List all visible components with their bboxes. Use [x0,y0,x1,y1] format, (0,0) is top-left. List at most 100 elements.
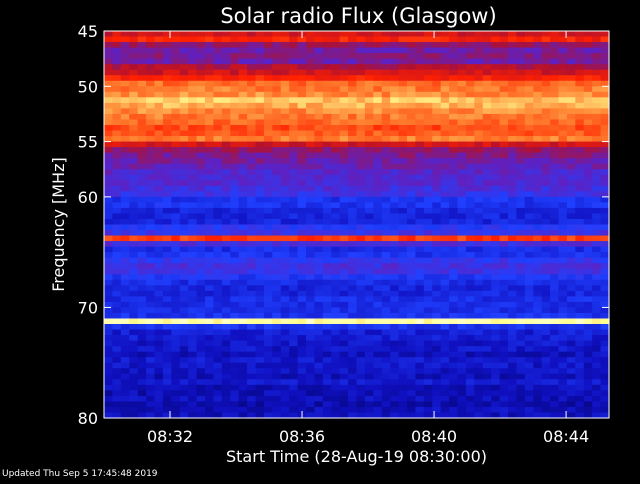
heatmap-cell [137,163,147,170]
heatmap-cell [213,42,223,49]
heatmap-cell [188,136,198,143]
heatmap-cell [238,196,248,203]
heatmap-cell [508,213,518,220]
heatmap-cell [491,58,501,65]
heatmap-cell [306,147,316,154]
heatmap-cell [230,362,240,369]
heatmap-cell [533,152,543,159]
heatmap-cell [263,301,273,309]
heatmap-cell [566,207,576,215]
heatmap-cell [120,158,130,165]
heatmap-cell [272,263,282,270]
heatmap-cell [407,97,417,104]
heatmap-cell [465,401,475,408]
heatmap-cell [432,108,442,115]
heatmap-cell [432,169,442,176]
heatmap-cell [508,130,518,137]
heatmap-cell [272,390,282,397]
heatmap-cell [398,346,408,353]
heatmap-cell [415,301,425,309]
heatmap-cell [339,202,349,209]
heatmap-cell [398,64,408,71]
heatmap-cell [179,202,189,209]
heatmap-cell [162,180,172,187]
heatmap-cell [407,113,417,121]
heatmap-cell [415,340,425,347]
heatmap-cell [575,169,585,176]
heatmap-cell [255,301,265,309]
heatmap-cell [188,163,198,170]
heatmap-cell [550,102,560,109]
heatmap-cell [566,119,576,126]
heatmap-cell [196,346,206,353]
heatmap-cell [398,207,408,215]
heatmap-cell [162,230,172,237]
heatmap-cell [449,335,459,342]
heatmap-cell [533,329,543,336]
heatmap-cell [230,53,240,60]
heatmap-cell [306,357,316,364]
heatmap-cell [230,390,240,397]
heatmap-cell [423,279,433,286]
heatmap-cell [592,58,602,65]
heatmap-cell [356,102,366,109]
heatmap-cell [381,108,391,115]
heatmap-cell [348,113,358,121]
heatmap-cell [381,86,391,93]
heatmap-cell [516,406,526,414]
heatmap-cell [440,207,450,215]
heatmap-cell [465,351,475,358]
heatmap-cell [348,152,358,159]
heatmap-cell [423,329,433,336]
heatmap-cell [508,335,518,342]
heatmap-cell [407,329,417,336]
heatmap-cell [482,185,492,192]
heatmap-cell [356,196,366,203]
heatmap-cell [381,196,391,203]
heatmap-cell [120,69,130,76]
heatmap-cell [415,224,425,231]
heatmap-cell [188,174,198,181]
heatmap-cell [331,124,341,132]
heatmap-cell [524,224,534,231]
heatmap-cell [491,357,501,364]
heatmap-cell [306,97,316,104]
heatmap-cell [583,401,593,408]
heatmap-cell [449,174,459,181]
heatmap-cell [146,136,156,143]
heatmap-cell [188,124,198,132]
heatmap-cell [474,362,484,369]
heatmap-cell [533,412,543,419]
heatmap-cell [120,362,130,369]
heatmap-cell [482,124,492,132]
heatmap-cell [179,395,189,403]
heatmap-cell [280,235,290,242]
heatmap-cell [221,91,231,98]
heatmap-cell [263,136,273,143]
heatmap-cell [558,75,568,82]
heatmap-cell [415,230,425,237]
heatmap-cell [482,252,492,259]
heatmap-cell [221,324,231,331]
heatmap-cell [474,141,484,148]
heatmap-cell [381,91,391,98]
heatmap-cell [306,218,316,226]
heatmap-cell [600,113,610,121]
heatmap-cell [348,42,358,49]
heatmap-cell [407,147,417,154]
heatmap-cell [280,64,290,71]
heatmap-cell [432,47,442,54]
heatmap-cell [322,86,332,93]
heatmap-cell [415,169,425,176]
heatmap-cell [120,351,130,358]
heatmap-cell [196,235,206,242]
heatmap-cell [314,301,324,309]
heatmap-cell [508,241,518,248]
heatmap-cell [566,64,576,71]
heatmap-cell [457,158,467,165]
heatmap-cell [541,379,551,386]
heatmap-cell [508,86,518,93]
heatmap-cell [112,108,122,115]
y-tick-label: 80 [78,409,98,428]
heatmap-cell [120,230,130,237]
